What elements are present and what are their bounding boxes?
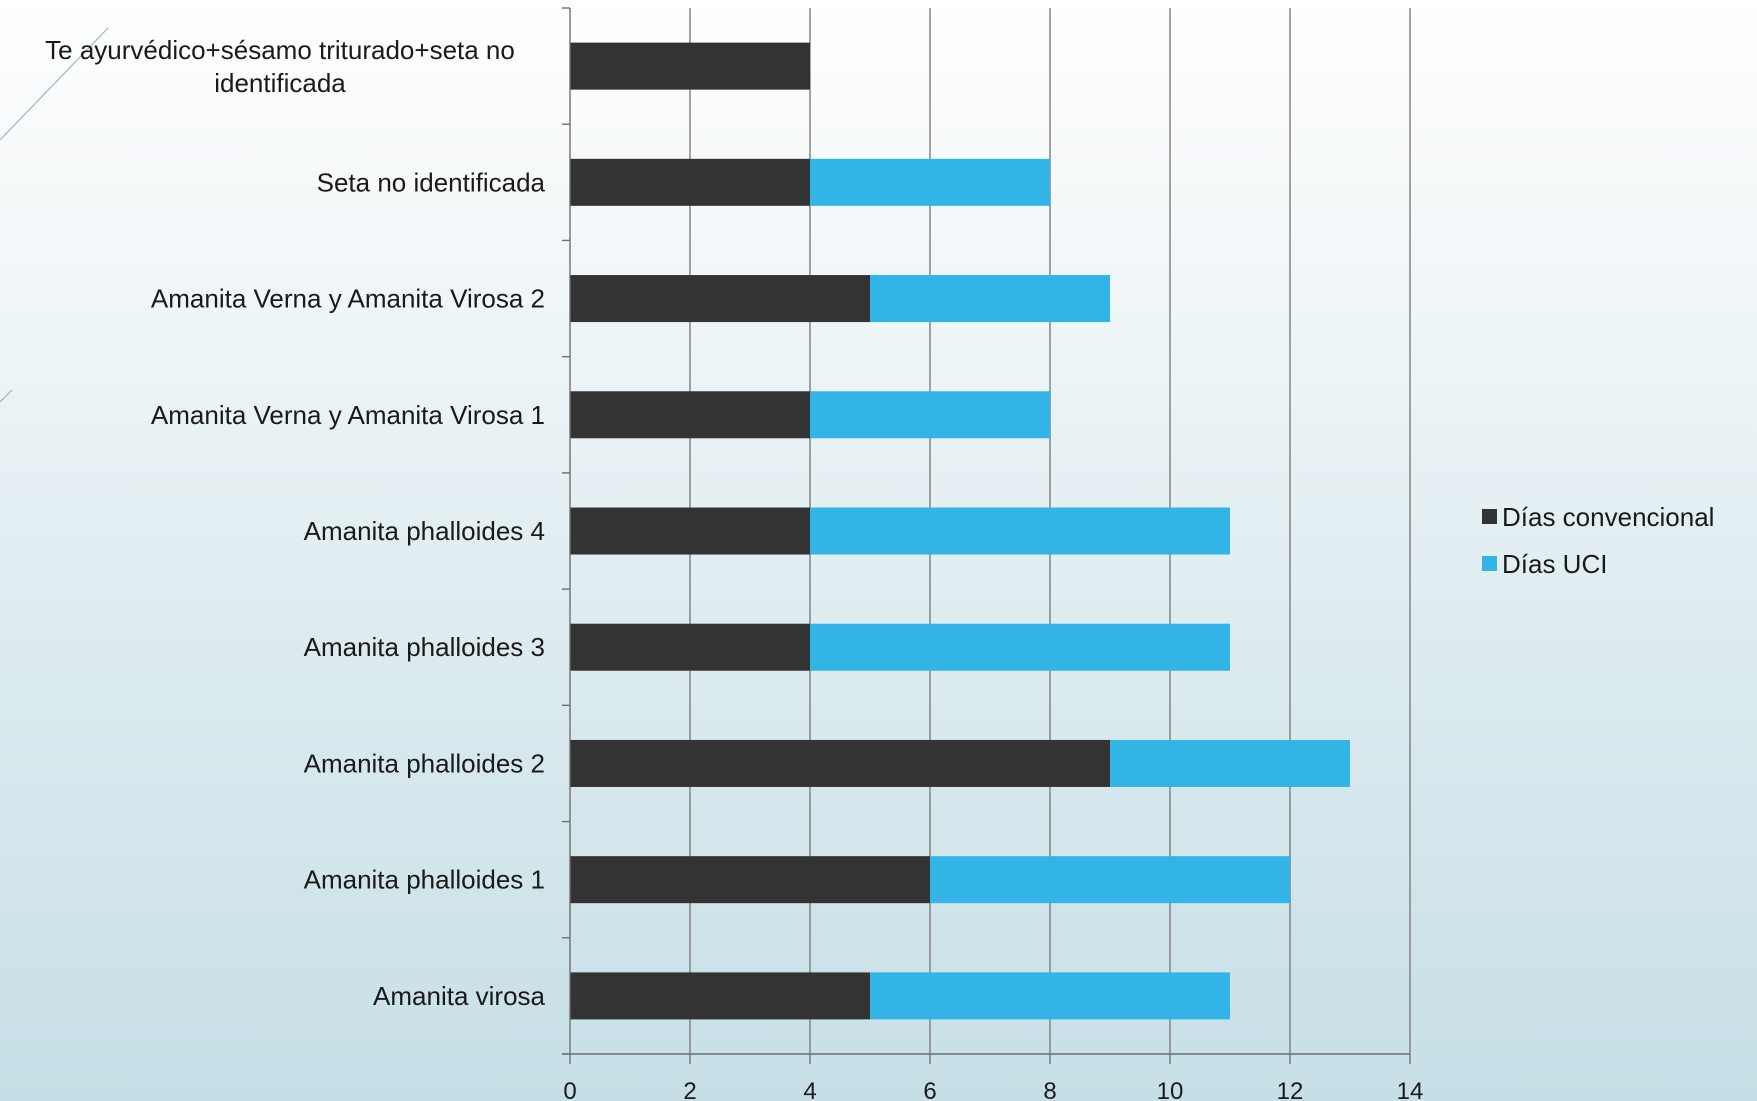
- legend: Días convencional Días UCI: [1482, 502, 1714, 579]
- decorative-line: [0, 27, 109, 141]
- bar: [570, 42, 810, 90]
- bar: [810, 623, 1230, 671]
- category-label: Amanita phalloides 3: [304, 632, 545, 662]
- x-tick-label: 14: [1397, 1078, 1424, 1101]
- category-label: Amanita Verna y Amanita Virosa 2: [151, 284, 545, 314]
- legend-swatch: [1482, 556, 1497, 571]
- x-tick-label: 2: [683, 1078, 696, 1101]
- bar: [570, 507, 810, 555]
- category-label: Amanita Verna y Amanita Virosa 1: [151, 400, 545, 430]
- bar: [1110, 739, 1350, 787]
- x-tick-label: 8: [1043, 1078, 1056, 1101]
- category-label: Te ayurvédico+sésamo triturado+seta no id…: [45, 35, 515, 98]
- category-label-line: Te ayurvédico+sésamo triturado+seta no: [45, 35, 515, 65]
- decorative-line: [0, 389, 13, 403]
- category-labels: Amanita virosa Amanita phalloides 1 Amanit…: [45, 35, 545, 1011]
- category-label: Amanita phalloides 1: [304, 865, 545, 895]
- bar: [570, 972, 870, 1020]
- category-label: Seta no identificada: [317, 167, 546, 197]
- bar: [810, 391, 1050, 439]
- legend-label: Días convencional: [1502, 502, 1714, 532]
- bar: [570, 391, 810, 439]
- x-tick-label: 10: [1157, 1078, 1184, 1101]
- bar: [810, 507, 1230, 555]
- category-label: Amanita virosa: [373, 981, 545, 1011]
- legend-label: Días UCI: [1502, 549, 1607, 579]
- bar: [810, 158, 1050, 206]
- bar: [930, 856, 1290, 904]
- bar: [570, 623, 810, 671]
- bar: [570, 739, 1110, 787]
- bar: [570, 856, 930, 904]
- category-label-line: identificada: [214, 68, 346, 98]
- x-tick-label: 6: [923, 1078, 936, 1101]
- x-tick-label: 4: [803, 1078, 816, 1101]
- bar: [570, 158, 810, 206]
- category-label: Amanita phalloides 2: [304, 748, 545, 778]
- x-tick-label: 0: [563, 1078, 576, 1101]
- category-label: Amanita phalloides 4: [304, 516, 545, 546]
- legend-swatch: [1482, 509, 1497, 524]
- x-tick-label: 12: [1277, 1078, 1304, 1101]
- bar: [870, 972, 1230, 1020]
- bars: [570, 42, 1350, 1020]
- bar: [570, 275, 870, 323]
- axes: [562, 7, 1411, 1064]
- x-tick-labels: 0 2 4 6 8 10 12 14: [563, 1078, 1423, 1101]
- bar: [870, 275, 1110, 323]
